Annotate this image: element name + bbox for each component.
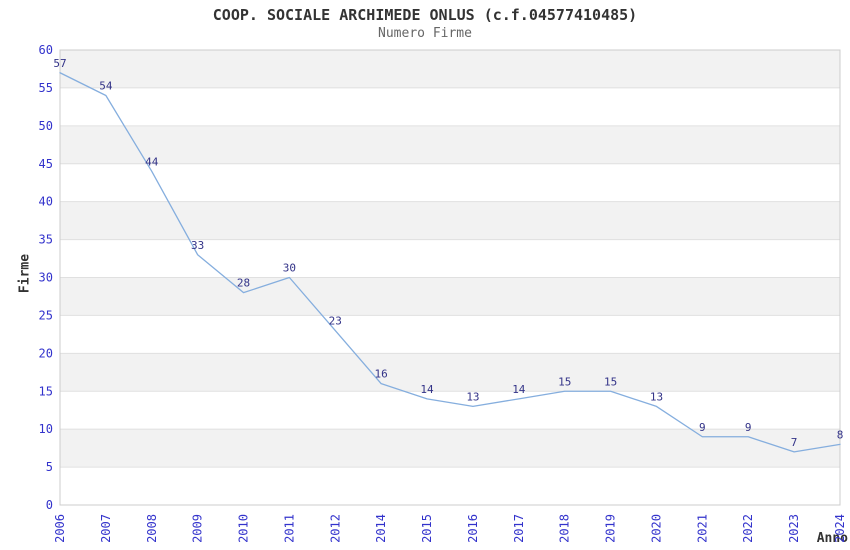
data-point-label: 13 <box>466 390 479 403</box>
y-tick-label: 0 <box>46 498 53 512</box>
x-tick-label: 2007 <box>99 514 113 543</box>
y-tick-label: 10 <box>39 422 53 436</box>
y-tick-label: 45 <box>39 157 53 171</box>
data-point-label: 54 <box>99 80 113 93</box>
x-tick-label: 2014 <box>374 514 388 543</box>
x-tick-label: 2016 <box>466 514 480 543</box>
grid-band <box>60 277 840 316</box>
x-axis-label: Anno <box>816 531 848 546</box>
grid-band <box>60 50 840 88</box>
data-point-label: 15 <box>604 375 617 388</box>
grid-band <box>60 201 840 240</box>
y-tick-label: 25 <box>39 308 53 322</box>
x-tick-label: 2022 <box>741 514 755 543</box>
data-point-label: 23 <box>329 315 342 328</box>
x-tick-label: 2019 <box>604 514 618 543</box>
chart-subtitle: Numero Firme <box>378 26 472 41</box>
data-line <box>59 72 841 453</box>
x-tick-label: 2024 <box>833 514 847 543</box>
data-point-label: 9 <box>745 421 752 434</box>
data-point-label: 30 <box>283 262 296 275</box>
x-tick-label: 2006 <box>53 514 67 543</box>
data-point-label: 8 <box>837 428 844 441</box>
y-tick-label: 40 <box>39 195 53 209</box>
data-point-label: 9 <box>699 421 706 434</box>
x-tick-label: 2017 <box>512 514 526 543</box>
y-tick-label: 30 <box>39 271 53 285</box>
y-tick-label: 35 <box>39 233 53 247</box>
x-tick-label: 2009 <box>191 514 205 543</box>
chart-title: COOP. SOCIALE ARCHIMEDE ONLUS (c.f.04577… <box>212 6 638 24</box>
data-point-label: 7 <box>791 436 798 449</box>
data-point-label: 14 <box>420 383 434 396</box>
y-tick-label: 20 <box>39 346 53 360</box>
data-point-label: 16 <box>375 368 388 381</box>
x-tick-label: 2021 <box>695 514 709 543</box>
data-point-label: 44 <box>145 155 159 168</box>
x-tick-label: 2008 <box>145 514 159 543</box>
x-tick-label: 2020 <box>649 514 663 543</box>
data-point-label: 13 <box>650 390 663 403</box>
y-tick-label: 55 <box>39 81 53 95</box>
y-tick-label: 60 <box>39 43 53 57</box>
y-tick-label: 50 <box>39 119 53 133</box>
data-point-label: 14 <box>512 383 526 396</box>
plot-border <box>59 49 841 506</box>
grid-band <box>60 353 840 392</box>
data-point-label: 15 <box>558 375 571 388</box>
data-point-label: 28 <box>237 277 250 290</box>
x-tick-label: 2012 <box>328 514 342 543</box>
x-tick-label: 2015 <box>420 514 434 543</box>
x-tick-label: 2011 <box>282 514 296 543</box>
x-tick-label: 2023 <box>787 514 801 543</box>
grid-band <box>60 125 840 164</box>
data-point-label: 33 <box>191 239 204 252</box>
y-tick-label: 15 <box>39 384 53 398</box>
y-tick-label: 5 <box>46 460 53 474</box>
x-tick-label: 2010 <box>237 514 251 543</box>
x-tick-label: 2018 <box>558 514 572 543</box>
grid-band <box>60 429 840 468</box>
data-point-label: 57 <box>53 57 66 70</box>
